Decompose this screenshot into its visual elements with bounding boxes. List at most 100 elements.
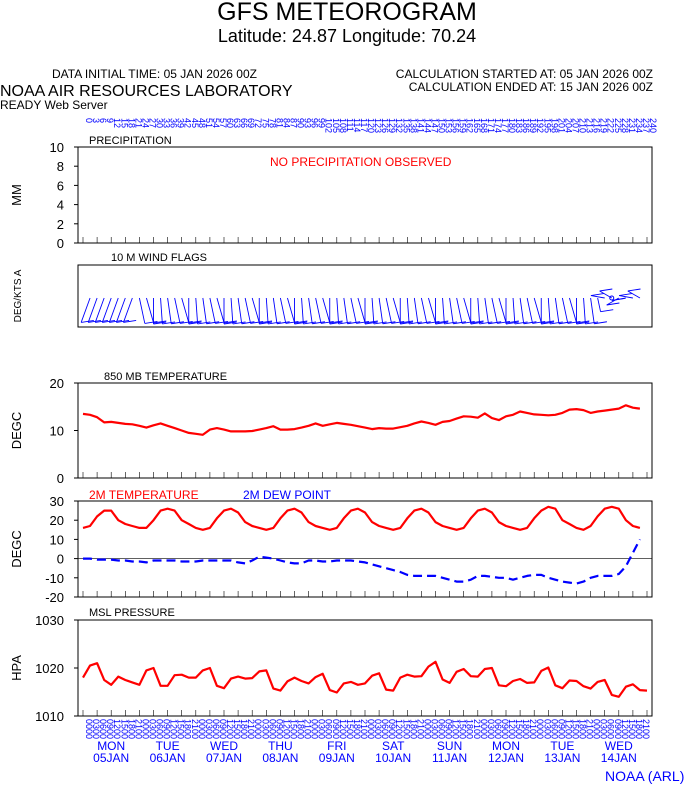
- wind-barb: [101, 297, 112, 323]
- wind-barb-flag: [523, 321, 537, 325]
- wind-barb-flag: [391, 320, 405, 324]
- wind-barb: [350, 297, 357, 324]
- hour-label: 0: [84, 118, 94, 123]
- y-tick-label: 1030: [35, 613, 64, 628]
- time-label: 0300: [373, 719, 383, 739]
- wind-barb: [456, 297, 463, 324]
- hour-label: 21: [133, 118, 143, 128]
- hour-label: 87: [288, 118, 298, 128]
- calculation-ended: CALCULATION ENDED AT: 15 JAN 2026 00Z: [408, 80, 653, 94]
- wind-barb-flag: [153, 320, 167, 324]
- wind-barb-flag: [188, 320, 202, 324]
- hour-label: 168: [479, 118, 489, 133]
- hour-label: 135: [401, 118, 411, 133]
- wind-barb-flag: [241, 321, 255, 325]
- hour-label: 24: [140, 118, 150, 128]
- wind-barb: [512, 297, 516, 324]
- time-label: 1800: [408, 719, 418, 739]
- hour-label: 99: [317, 118, 327, 128]
- wind-barb: [561, 297, 569, 324]
- wind-barb-flag: [600, 309, 614, 313]
- y-axis-label: DEG/KTS A: [13, 269, 24, 322]
- time-label: 1800: [634, 719, 644, 739]
- hour-label: 240: [648, 118, 658, 133]
- wind-barb-flag: [329, 320, 343, 324]
- y-tick-label: 2: [57, 217, 64, 232]
- hour-label: 156: [451, 118, 461, 133]
- wind-barb-flag: [599, 288, 613, 292]
- wind-barb-flag: [223, 321, 237, 325]
- hour-label: 165: [472, 118, 482, 133]
- hour-label: 102: [324, 118, 334, 133]
- time-label: 1800: [578, 719, 588, 739]
- legend-2m-dew-point: 2M DEW POINT: [243, 488, 332, 502]
- hour-label: 150: [437, 118, 447, 133]
- time-label: 0300: [317, 719, 327, 739]
- precip-note: NO PRECIPITATION OBSERVED: [270, 155, 452, 169]
- wind-barb-flag: [259, 320, 273, 324]
- wind-barb-flag: [285, 320, 299, 324]
- time-label: 0900: [105, 719, 115, 739]
- wind-barb-flag: [479, 321, 493, 325]
- panel-frame-0: [77, 146, 653, 244]
- hour-label: 15: [119, 118, 129, 128]
- time-label: 1500: [119, 719, 129, 739]
- wind-barb: [146, 297, 155, 324]
- wind-barb: [216, 297, 225, 324]
- wind-barb: [406, 297, 410, 324]
- hour-label: 69: [246, 118, 256, 128]
- wind-title: 10 M WIND FLAGS: [111, 252, 207, 264]
- wind-barb: [322, 297, 331, 324]
- y-tick-label: 1010: [35, 709, 64, 724]
- time-label: 1200: [338, 719, 348, 739]
- hour-label: 72: [253, 118, 263, 128]
- coordinates: Latitude: 24.87 Longitude: 70.24: [217, 26, 477, 46]
- time-label: 1500: [514, 719, 524, 739]
- wind-barb: [442, 297, 445, 324]
- wind-barb-flag: [409, 321, 422, 325]
- wind-barb-flag: [338, 321, 352, 325]
- hour-label: 75: [260, 118, 270, 128]
- mslp-series: [82, 660, 648, 698]
- y-tick-label: 30: [50, 494, 64, 509]
- hour-label: 90: [296, 118, 306, 128]
- wind-barb-flag: [303, 321, 317, 325]
- time-label: 1800: [352, 719, 362, 739]
- time-label: 0000: [84, 719, 94, 739]
- hour-label: 153: [444, 118, 454, 133]
- wind-barb-flag: [497, 320, 511, 324]
- hour-label: 96: [310, 118, 320, 128]
- day-name-label: TUE: [550, 739, 574, 753]
- wind-barb: [94, 297, 105, 323]
- wind-barb-flag: [606, 302, 620, 306]
- hour-label: 117: [359, 118, 369, 132]
- wind-barb-flag: [453, 321, 466, 325]
- hour-label: 126: [380, 118, 390, 133]
- wind-barb: [627, 290, 641, 299]
- wind-barb: [202, 297, 207, 324]
- wind-barb-flag: [268, 321, 281, 325]
- y-tick-label: 20: [50, 513, 64, 528]
- y-tick-label: 10: [50, 140, 64, 155]
- hour-label: 159: [458, 118, 468, 133]
- time-label: 0600: [267, 719, 277, 739]
- hour-label: 12: [112, 118, 122, 128]
- wind-barb-flag: [488, 321, 502, 325]
- wind-barb: [87, 297, 98, 323]
- time-label: 2100: [585, 719, 595, 739]
- day-name-label: FRI: [327, 739, 346, 753]
- wind-barb-flag: [144, 320, 158, 324]
- wind-barb-flag: [505, 321, 519, 325]
- time-label: 0300: [91, 719, 101, 739]
- wind-barb: [237, 297, 243, 324]
- time-label: 0300: [260, 719, 270, 739]
- y-tick-label: 10: [50, 532, 64, 547]
- time-label: 0300: [147, 719, 157, 739]
- day-name-label: SAT: [382, 739, 405, 753]
- precip-title: PRECIPITATION: [89, 135, 172, 147]
- hour-label: 3: [91, 118, 101, 123]
- y-tick-label: 0: [57, 471, 64, 486]
- time-label: 1800: [239, 719, 249, 739]
- wind-barb: [80, 297, 91, 323]
- y-tick-label: -20: [45, 590, 64, 605]
